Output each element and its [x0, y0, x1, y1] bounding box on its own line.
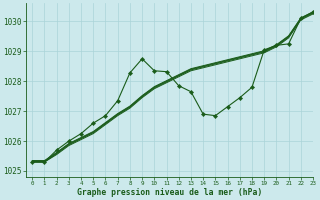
X-axis label: Graphe pression niveau de la mer (hPa): Graphe pression niveau de la mer (hPa): [77, 188, 262, 197]
